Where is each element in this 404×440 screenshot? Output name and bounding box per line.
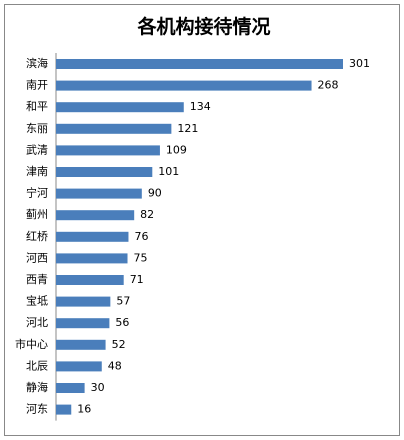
data-label: 301: [349, 57, 370, 70]
data-label: 268: [318, 79, 339, 92]
bar: [56, 123, 172, 134]
data-label: 90: [148, 187, 162, 200]
y-tick-label: 河北: [26, 316, 48, 329]
y-tick-label: 滨海: [26, 56, 48, 70]
data-label: 121: [177, 122, 198, 135]
y-tick-label: 宝坻: [26, 294, 48, 308]
bar: [56, 59, 343, 69]
data-label: 134: [190, 100, 211, 113]
bar: [56, 231, 129, 242]
data-label: 109: [166, 143, 187, 156]
y-tick-label: 蓟州: [26, 208, 48, 221]
data-label: 76: [134, 230, 148, 243]
chart-title: 各机构接待情况: [136, 15, 270, 38]
data-label: 16: [77, 403, 91, 416]
bar: [56, 275, 124, 285]
data-label: 71: [130, 273, 144, 286]
bar: [56, 145, 160, 156]
y-tick-label: 南开: [26, 79, 48, 92]
bar: [56, 210, 135, 221]
y-tick-label: 西青: [26, 273, 48, 286]
data-label: 75: [134, 251, 148, 264]
y-tick-label: 市中心: [15, 337, 48, 351]
y-tick-label: 河东: [26, 403, 48, 416]
bar: [56, 404, 72, 415]
bar: [56, 167, 153, 177]
data-label: 101: [158, 165, 179, 178]
bar: [56, 318, 110, 329]
data-label: 57: [116, 295, 130, 308]
y-tick-label: 东丽: [26, 122, 48, 135]
y-tick-label: 津南: [26, 165, 48, 178]
y-tick-label: 武清: [26, 143, 48, 156]
bar: [56, 188, 142, 199]
bar: [56, 102, 184, 113]
data-label: 82: [140, 208, 154, 221]
bar: [56, 80, 312, 91]
bar: [56, 383, 85, 393]
bar: [56, 339, 106, 350]
bar: [56, 361, 102, 372]
y-tick-label: 宁河: [26, 186, 48, 200]
y-tick-label: 河西: [26, 251, 48, 264]
bar: [56, 253, 128, 264]
data-label: 30: [91, 381, 105, 394]
data-label: 56: [115, 316, 129, 329]
y-tick-label: 红桥: [26, 230, 48, 243]
data-label: 52: [112, 338, 126, 351]
y-tick-label: 静海: [26, 380, 48, 394]
data-label: 48: [108, 359, 122, 372]
y-tick-label: 北辰: [26, 359, 48, 372]
y-tick-label: 和平: [26, 100, 48, 113]
bar: [56, 296, 111, 307]
